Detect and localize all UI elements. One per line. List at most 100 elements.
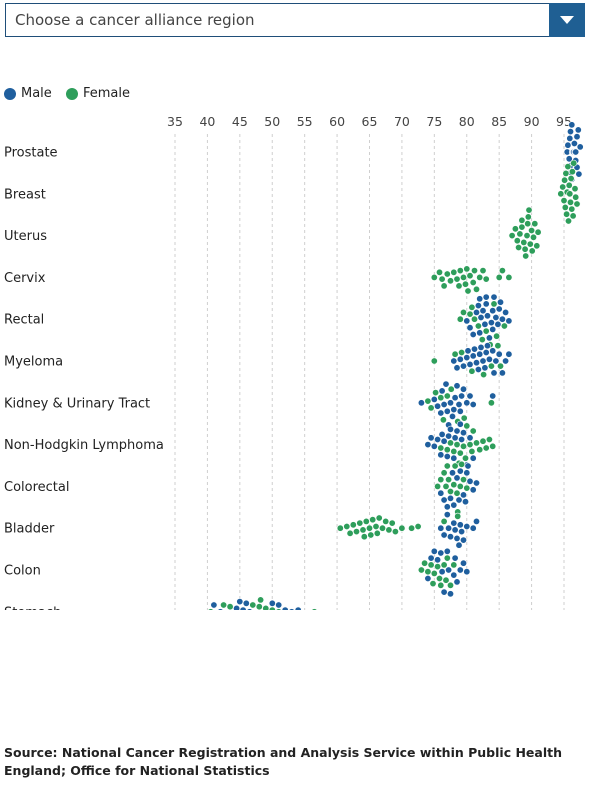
kidney-urinary-tract-male-point-27 xyxy=(463,399,471,407)
rectal-male-point-13 xyxy=(477,314,485,322)
kidney-urinary-tract-male-point-23 xyxy=(456,407,464,415)
uterus-female-point-17 xyxy=(529,233,537,241)
non-hodgkin-lymphoma-male-point-21 xyxy=(458,435,466,443)
category-label-myeloma: Myeloma xyxy=(4,355,63,370)
breast-female-point-11 xyxy=(566,190,574,198)
colon-male-point-8 xyxy=(430,547,438,555)
kidney-urinary-tract-female-point-6 xyxy=(437,394,445,402)
colorectal-male-point-2 xyxy=(437,489,445,497)
top-tick-label-85: 85 xyxy=(491,114,507,129)
bladder-male-point-23 xyxy=(437,524,445,532)
rectal-female-point-7 xyxy=(470,315,478,323)
prostate-male-point-3 xyxy=(566,134,574,142)
colon-male-point-14 xyxy=(438,568,446,576)
colorectal-female-point-19 xyxy=(456,482,464,490)
cervix-female-point-8 xyxy=(455,282,463,290)
prostate-male-point-21 xyxy=(576,143,584,151)
colorectal-male-point-26 xyxy=(463,469,471,477)
non-hodgkin-lymphoma-female-point-8 xyxy=(443,446,451,454)
kidney-urinary-tract-female-point-16 xyxy=(447,385,455,393)
colon-female-point-0 xyxy=(417,566,425,574)
stomach-female-point-29 xyxy=(275,608,282,610)
colon-female-point-23 xyxy=(450,561,458,569)
stomach-male-point-2 xyxy=(217,608,224,610)
myeloma-male-point-22 xyxy=(485,355,493,363)
legend: Male Female xyxy=(4,86,140,104)
non-hodgkin-lymphoma-female-point-27 xyxy=(466,441,474,449)
breast-female-point-15 xyxy=(568,168,576,176)
bladder-male-point-29 xyxy=(450,519,458,527)
bladder-female-point-6 xyxy=(359,526,367,534)
prostate-male-point-2 xyxy=(565,155,573,163)
bladder-male-point-25 xyxy=(440,531,448,539)
colon-male-point-3 xyxy=(424,574,432,582)
bladder-female-point-5 xyxy=(356,519,364,527)
colorectal-female-point-5 xyxy=(442,482,450,490)
non-hodgkin-lymphoma-female-point-25 xyxy=(463,422,471,430)
legend-item-female: Female xyxy=(65,86,130,101)
stomach-female-point-34 xyxy=(311,608,318,610)
rectal-male-point-16 xyxy=(481,320,489,328)
stomach-male-point-1 xyxy=(210,601,218,609)
cervix-female-point-21 xyxy=(495,273,503,281)
stomach-male-point-33 xyxy=(294,606,302,610)
kidney-urinary-tract-female-point-1 xyxy=(424,397,432,405)
myeloma-male-point-9 xyxy=(466,360,474,368)
non-hodgkin-lymphoma-female-point-36 xyxy=(485,435,493,443)
rectal-female-point-1 xyxy=(459,308,467,316)
prostate-male-point-13 xyxy=(570,139,578,147)
bladder-female-point-7 xyxy=(360,533,368,541)
legend-label-male: Male xyxy=(21,86,52,101)
cervix-female-point-16 xyxy=(470,267,478,275)
colon-male-point-20 xyxy=(445,566,453,574)
dropdown-button[interactable] xyxy=(549,2,585,37)
cervix-female-point-14 xyxy=(466,272,474,280)
legend-label-female: Female xyxy=(82,86,130,101)
category-label-colon: Colon xyxy=(4,564,41,579)
stomach-male-point-31 xyxy=(281,606,289,610)
myeloma-female-point-27 xyxy=(494,342,502,350)
rectal-male-point-25 xyxy=(489,325,497,333)
uterus-female-point-20 xyxy=(534,228,542,236)
top-tick-label-60: 60 xyxy=(329,114,345,129)
rectal-male-point-28 xyxy=(492,314,500,322)
rectal-female-point-26 xyxy=(490,300,498,308)
breast-female-point-5 xyxy=(562,169,570,177)
colon-female-point-11 xyxy=(435,574,443,582)
cervix-female-point-15 xyxy=(469,279,477,287)
bladder-female-point-2 xyxy=(346,529,354,537)
kidney-urinary-tract-male-point-17 xyxy=(448,412,456,420)
top-tick-label-80: 80 xyxy=(459,114,475,129)
colorectal-female-point-3 xyxy=(440,469,448,477)
rectal-female-point-9 xyxy=(474,322,482,330)
non-hodgkin-lymphoma-female-point-29 xyxy=(468,447,476,455)
non-hodgkin-lymphoma-female-point-33 xyxy=(476,446,484,454)
bladder-male-point-26 xyxy=(443,511,451,519)
colorectal-male-point-16 xyxy=(453,474,461,482)
uterus-female-point-1 xyxy=(511,225,519,233)
non-hodgkin-lymphoma-female-point-4 xyxy=(437,444,445,452)
bladder-male-point-36 xyxy=(459,536,467,544)
colorectal-female-point-21 xyxy=(458,460,466,468)
cervix-female-point-10 xyxy=(459,273,467,281)
prostate-male-point-17 xyxy=(573,133,581,141)
rectal-female-point-5 xyxy=(468,303,476,311)
category-label-non-hodgkin-lymphoma: Non-Hodgkin Lymphoma xyxy=(4,438,164,453)
colorectal-male-point-27 xyxy=(464,462,472,470)
rectal-male-point-30 xyxy=(494,320,502,328)
myeloma-male-point-3 xyxy=(453,364,461,372)
bladder-male-point-30 xyxy=(451,526,459,534)
category-label-cervix: Cervix xyxy=(4,271,46,286)
colon-male-point-19 xyxy=(443,547,451,555)
top-tick-label-45: 45 xyxy=(232,114,248,129)
breast-female-point-10 xyxy=(565,181,573,189)
uterus-female-point-6 xyxy=(518,216,526,224)
cancer-alliance-region-select[interactable]: Choose a cancer alliance region xyxy=(5,2,585,37)
rectal-female-point-29 xyxy=(493,332,501,340)
colorectal-male-point-28 xyxy=(466,477,474,485)
myeloma-female-point-23 xyxy=(487,362,495,370)
non-hodgkin-lymphoma-male-point-3 xyxy=(434,435,442,443)
rectal-male-point-2 xyxy=(463,317,471,325)
non-hodgkin-lymphoma-male-point-1 xyxy=(427,434,435,442)
colorectal-female-point-9 xyxy=(446,487,454,495)
